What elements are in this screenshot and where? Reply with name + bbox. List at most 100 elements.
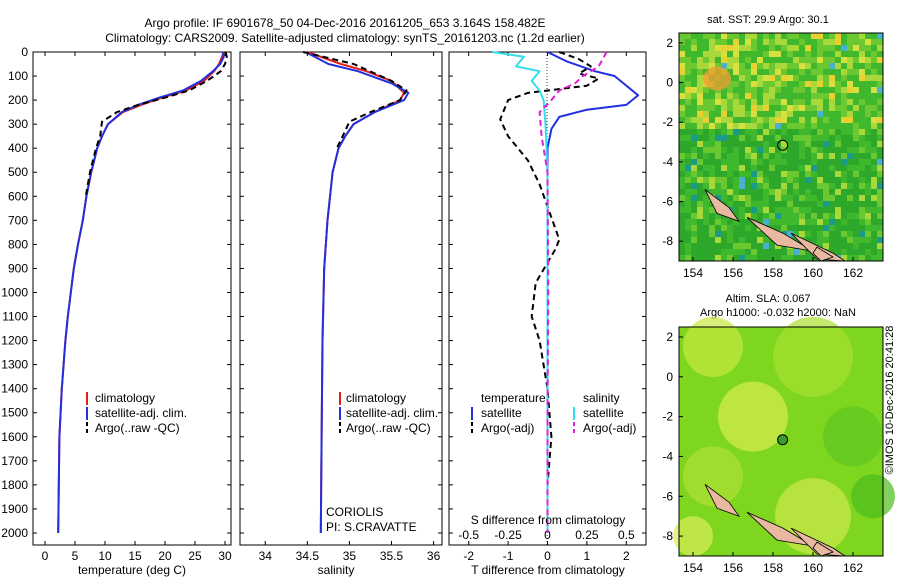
sla-map-subtitle: Argo h1000: -0.032 h2000: NaN bbox=[700, 307, 856, 319]
sst-cell bbox=[865, 243, 871, 249]
sst-cell bbox=[817, 129, 823, 135]
sst-cell bbox=[775, 129, 781, 135]
sst-cell bbox=[757, 87, 763, 93]
sst-cell bbox=[739, 45, 745, 51]
sst-cell bbox=[865, 45, 871, 51]
sst-cell bbox=[877, 201, 883, 207]
sst-cell bbox=[835, 33, 841, 39]
sst-cell bbox=[691, 105, 697, 111]
sst-cell bbox=[721, 183, 727, 189]
sst-cell bbox=[745, 129, 751, 135]
sst-cell bbox=[817, 225, 823, 231]
sst-cell bbox=[715, 147, 721, 153]
sst-cell bbox=[703, 195, 709, 201]
sst-cell bbox=[715, 231, 721, 237]
sst-cell bbox=[703, 33, 709, 39]
sst-cell bbox=[859, 171, 865, 177]
sst-cell bbox=[775, 87, 781, 93]
sst-cell bbox=[733, 231, 739, 237]
sst-cell bbox=[811, 33, 817, 39]
sst-cell bbox=[739, 39, 745, 45]
sst-cell bbox=[733, 135, 739, 141]
sst-cell bbox=[757, 207, 763, 213]
sst-cell bbox=[757, 129, 763, 135]
sst-cell bbox=[697, 237, 703, 243]
sst-cell bbox=[733, 255, 739, 261]
sst-cell bbox=[835, 153, 841, 159]
sst-cell bbox=[859, 63, 865, 69]
sst-cell bbox=[739, 87, 745, 93]
sst-cell bbox=[703, 141, 709, 147]
sst-cell bbox=[757, 201, 763, 207]
sst-cell bbox=[727, 117, 733, 123]
sst-cell bbox=[871, 231, 877, 237]
sst-cell bbox=[811, 255, 817, 261]
depth-tick-label: 1800 bbox=[1, 478, 28, 492]
sst-cell bbox=[793, 69, 799, 75]
sst-cell bbox=[739, 63, 745, 69]
sst-cell bbox=[715, 105, 721, 111]
sst-cell bbox=[709, 213, 715, 219]
sst-cell bbox=[763, 123, 769, 129]
sst-cell bbox=[739, 255, 745, 261]
sst-cell bbox=[859, 237, 865, 243]
sst-cell bbox=[865, 117, 871, 123]
sst-cell bbox=[793, 33, 799, 39]
sst-cell bbox=[799, 129, 805, 135]
sst-cell bbox=[823, 195, 829, 201]
sst-cell bbox=[691, 129, 697, 135]
sst-cell bbox=[829, 129, 835, 135]
sst-cell bbox=[763, 87, 769, 93]
sst-cell bbox=[763, 219, 769, 225]
sst-cell bbox=[823, 147, 829, 153]
sst-cell bbox=[829, 75, 835, 81]
sst-cell bbox=[847, 117, 853, 123]
sst-cell bbox=[805, 93, 811, 99]
sst-cell bbox=[751, 249, 757, 255]
sst-cell bbox=[733, 117, 739, 123]
sst-cell bbox=[811, 147, 817, 153]
sst-cell bbox=[745, 33, 751, 39]
sst-cell bbox=[703, 117, 709, 123]
sst-cell bbox=[691, 69, 697, 75]
sst-cell bbox=[877, 171, 883, 177]
sst-cell bbox=[769, 255, 775, 261]
sst-cell bbox=[745, 45, 751, 51]
sst-cell bbox=[757, 69, 763, 75]
sst-cell bbox=[739, 183, 745, 189]
sst-cell bbox=[691, 153, 697, 159]
sst-cell bbox=[721, 153, 727, 159]
sst-cell bbox=[781, 105, 787, 111]
sst-cell bbox=[757, 171, 763, 177]
sst-cell bbox=[685, 135, 691, 141]
sst-cell bbox=[721, 87, 727, 93]
sst-cell bbox=[697, 219, 703, 225]
sst-cell bbox=[739, 249, 745, 255]
sst-cell bbox=[877, 63, 883, 69]
sst-cell bbox=[835, 45, 841, 51]
sst-cell bbox=[817, 57, 823, 63]
sst-cell bbox=[847, 135, 853, 141]
sst-cell bbox=[757, 81, 763, 87]
sst-cell bbox=[811, 153, 817, 159]
sst-cell bbox=[721, 93, 727, 99]
sst-cell bbox=[847, 231, 853, 237]
sst-cell bbox=[751, 123, 757, 129]
sst-cell bbox=[769, 105, 775, 111]
sst-cell bbox=[709, 39, 715, 45]
map-y-tick-label: 2 bbox=[666, 330, 673, 344]
salinity-x-ticks: 34 34.5 35 35.5 36 bbox=[259, 52, 441, 563]
map-x-tick-label: 158 bbox=[763, 266, 783, 280]
sst-cell bbox=[715, 237, 721, 243]
sst-cell bbox=[703, 207, 709, 213]
sst-cell bbox=[709, 177, 715, 183]
sst-cell bbox=[787, 195, 793, 201]
sst-cell bbox=[769, 45, 775, 51]
sst-cell bbox=[775, 255, 781, 261]
sst-cell bbox=[751, 87, 757, 93]
sst-cell bbox=[805, 201, 811, 207]
sst-cell bbox=[775, 243, 781, 249]
sst-cell bbox=[799, 99, 805, 105]
sst-cell bbox=[805, 69, 811, 75]
sst-cell bbox=[685, 159, 691, 165]
